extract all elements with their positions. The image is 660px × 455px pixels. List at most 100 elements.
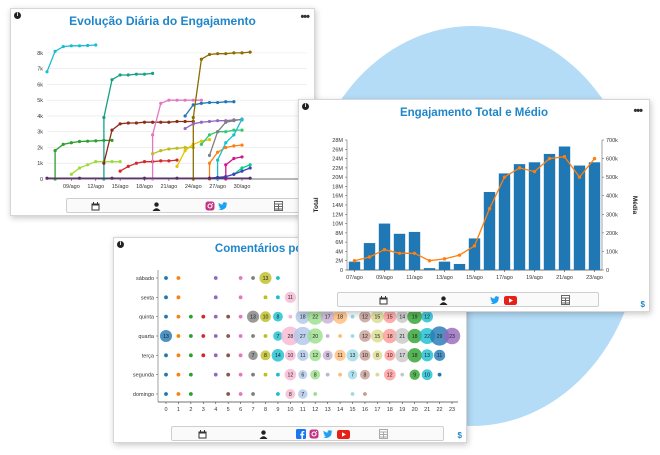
bubble xyxy=(226,353,231,358)
calendar-icon[interactable] xyxy=(90,201,100,211)
bubble xyxy=(251,392,255,396)
bubble xyxy=(259,271,272,285)
series-point xyxy=(102,115,106,120)
x-tick-label: 13 xyxy=(325,407,331,413)
bar xyxy=(543,153,556,270)
series-point xyxy=(175,176,179,180)
series-point xyxy=(183,145,187,150)
bubble-label: 10 xyxy=(362,353,368,359)
average-point xyxy=(517,166,522,170)
bubble xyxy=(284,349,296,361)
instagram-icon[interactable] xyxy=(205,201,215,211)
comments-per-hour-chart: sábado sexta quinta quarta terça segunda domin… xyxy=(133,270,461,413)
calendar-icon[interactable] xyxy=(378,295,388,305)
x-tick-label: 22 xyxy=(437,407,443,413)
bubble xyxy=(164,276,168,280)
series-point xyxy=(69,172,73,176)
twitter-icon[interactable] xyxy=(490,295,500,305)
series-point xyxy=(118,160,122,164)
info-icon[interactable]: i xyxy=(117,241,124,248)
bubble xyxy=(284,368,297,381)
bubble xyxy=(407,328,422,344)
series-point xyxy=(69,141,73,145)
instagram-icon[interactable] xyxy=(309,429,319,439)
facebook-icon[interactable] xyxy=(296,429,306,439)
twitter-icon[interactable] xyxy=(323,429,333,439)
y-tick-label: 26M xyxy=(332,147,343,153)
bubble xyxy=(338,334,342,338)
bubble-label: 7 xyxy=(252,353,255,359)
youtube-icon[interactable] xyxy=(504,295,517,305)
series-point xyxy=(199,120,203,124)
y-tick-label: 8k xyxy=(37,51,43,57)
bubble xyxy=(383,368,396,381)
series-point xyxy=(69,44,73,48)
x-tick-label: 0 xyxy=(164,407,167,413)
bubble xyxy=(201,353,206,358)
average-point xyxy=(412,251,417,255)
bubble xyxy=(176,334,181,338)
y2-tick-label: 200k xyxy=(606,231,618,237)
user-icon[interactable] xyxy=(258,429,268,439)
calendar-icon[interactable] xyxy=(197,429,207,439)
y-tick-label: 0 xyxy=(340,268,343,274)
bubble xyxy=(271,349,285,362)
bubble xyxy=(188,314,193,319)
bubble-label: 12 xyxy=(312,353,318,359)
bubble xyxy=(363,392,367,396)
average-point xyxy=(532,169,537,174)
x-tick-label: 18 xyxy=(387,407,393,413)
total-engagement-panel: i ••• Engajamento Total e Médio 0 2M 4M 6M 8… xyxy=(298,99,650,312)
series-point xyxy=(110,78,114,82)
user-icon[interactable] xyxy=(151,201,161,211)
twitter-icon[interactable] xyxy=(218,201,228,211)
bubble xyxy=(251,276,255,280)
series-point xyxy=(224,130,228,134)
x-tick-label: 21/ago xyxy=(160,184,177,190)
youtube-icon[interactable] xyxy=(337,429,350,439)
y-tick-label: 28M xyxy=(332,138,343,144)
bubble xyxy=(251,372,255,377)
bubble-label: 10 xyxy=(287,353,293,359)
series-point xyxy=(142,72,147,76)
series-point xyxy=(151,152,155,156)
bubble-label: 19 xyxy=(412,314,418,320)
x-tick-label: 17 xyxy=(374,407,380,413)
bar xyxy=(483,192,496,270)
bubble xyxy=(238,372,243,377)
x-tick-label: 09/ago xyxy=(63,184,80,190)
table-icon[interactable] xyxy=(273,201,283,211)
bubble xyxy=(350,392,355,396)
y-tick-label: 10M xyxy=(332,222,343,228)
bar xyxy=(558,146,571,270)
bubble xyxy=(238,314,243,319)
bubble xyxy=(276,372,280,377)
x-tick-label: 11/ago xyxy=(406,275,422,281)
series-point xyxy=(167,147,171,151)
series-point xyxy=(199,101,203,105)
user-icon[interactable] xyxy=(438,295,448,305)
series-point xyxy=(224,175,228,179)
series-line xyxy=(103,120,194,164)
table-icon[interactable] xyxy=(560,295,570,305)
bubble-label: 13 xyxy=(350,353,356,359)
bubble xyxy=(347,369,358,380)
bar xyxy=(588,162,601,270)
series-point xyxy=(53,149,57,153)
bubble xyxy=(394,328,411,344)
series-point xyxy=(240,155,244,159)
info-icon[interactable]: i xyxy=(302,103,309,110)
info-icon[interactable]: i xyxy=(14,12,21,19)
table-icon[interactable] xyxy=(378,429,388,439)
series-point xyxy=(191,115,195,120)
bubble xyxy=(246,310,260,323)
bubble-label: 15 xyxy=(375,314,381,320)
bubble xyxy=(322,350,333,361)
series-point xyxy=(248,166,252,170)
series-point xyxy=(77,44,82,48)
series-point xyxy=(110,128,114,132)
y2-tick-label: 300k xyxy=(606,212,618,218)
more-options-icon[interactable]: ••• xyxy=(633,105,643,117)
x-tick-label: 17/ago xyxy=(496,275,513,281)
more-options-icon[interactable]: ••• xyxy=(300,11,310,23)
